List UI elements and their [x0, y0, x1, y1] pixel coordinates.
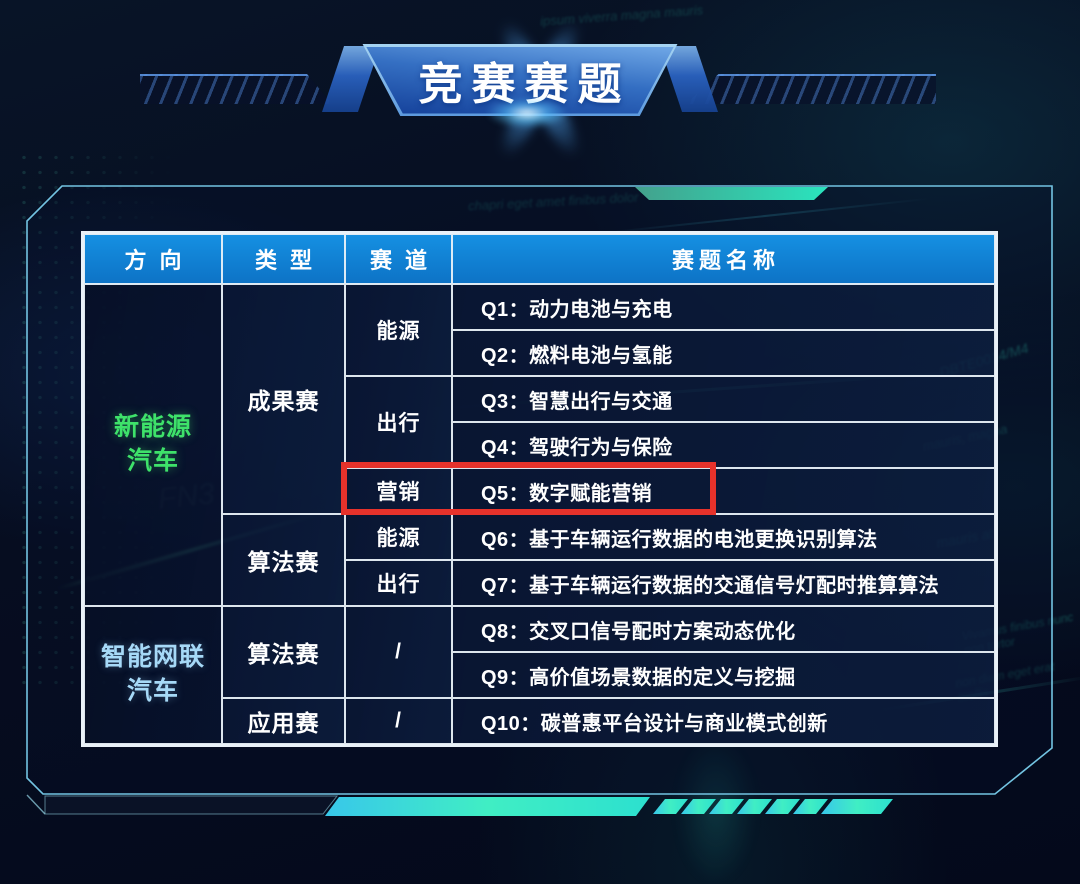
column-header-type: 类型	[222, 234, 345, 284]
direction-line: 智能网联	[100, 643, 205, 672]
header-label: 类型	[254, 248, 325, 273]
type-cell: 算法赛	[222, 606, 345, 698]
type-cell: 应用赛	[222, 698, 345, 744]
track-cell: 出行	[345, 560, 452, 606]
column-header-direction: 方向	[84, 234, 222, 284]
header-label: 赛题名称	[671, 248, 780, 273]
hazard-stripes	[653, 799, 893, 814]
column-header-topic-name: 赛题名称	[452, 234, 995, 284]
title-left-wing	[140, 74, 332, 104]
type-cell: 成果赛	[222, 284, 345, 514]
direction-cell-new-energy: 新能源 汽车	[84, 284, 222, 606]
topic-cell-q3: Q3：智慧出行与交通	[452, 376, 995, 422]
topic-cell-q6: Q6：基于车辆运行数据的电池更换识别算法	[452, 514, 995, 560]
column-header-track: 赛道	[345, 234, 452, 284]
topic-cell-q2: Q2：燃料电池与氢能	[452, 330, 995, 376]
topic-cell-q4: Q4：驾驶行为与保险	[452, 422, 995, 468]
track-cell: 出行	[345, 376, 452, 468]
topic-cell-q8: Q8：交叉口信号配时方案动态优化	[452, 606, 995, 652]
track-cell: /	[345, 698, 452, 744]
top-accent-bar	[635, 187, 828, 200]
header-label: 方向	[124, 248, 195, 273]
track-cell: /	[345, 606, 452, 698]
header-label: 赛道	[369, 248, 440, 273]
track-cell-marketing: 营销	[345, 468, 452, 514]
bottom-left-strip	[44, 795, 339, 815]
bottom-left-strip-edge	[26, 794, 46, 815]
topic-cell-q1: Q1：动力电池与充电	[452, 284, 995, 330]
topic-cell-q5: Q5：数字赋能营销	[452, 468, 995, 514]
direction-line: 汽车	[126, 677, 179, 705]
direction-line: 新能源	[113, 413, 192, 442]
title-right-wing	[686, 74, 936, 104]
topics-table: 方向 类型 赛道 赛题名称 新能源 汽车 智能网联 汽车 成果赛 算法赛 算法赛…	[81, 231, 998, 747]
bottom-accent-bar	[325, 797, 650, 816]
direction-line: 汽车	[126, 447, 179, 475]
type-cell: 算法赛	[222, 514, 345, 606]
topic-cell-q10: Q10：碳普惠平台设计与商业模式创新	[452, 698, 995, 744]
track-cell: 能源	[345, 514, 452, 560]
track-cell: 能源	[345, 284, 452, 376]
banner-bottom-glow	[486, 98, 568, 128]
direction-cell-intelligent-connected: 智能网联 汽车	[84, 606, 222, 744]
topic-cell-q9: Q9：高价值场景数据的定义与挖掘	[452, 652, 995, 698]
topic-cell-q7: Q7：基于车辆运行数据的交通信号灯配时推算算法	[452, 560, 995, 606]
